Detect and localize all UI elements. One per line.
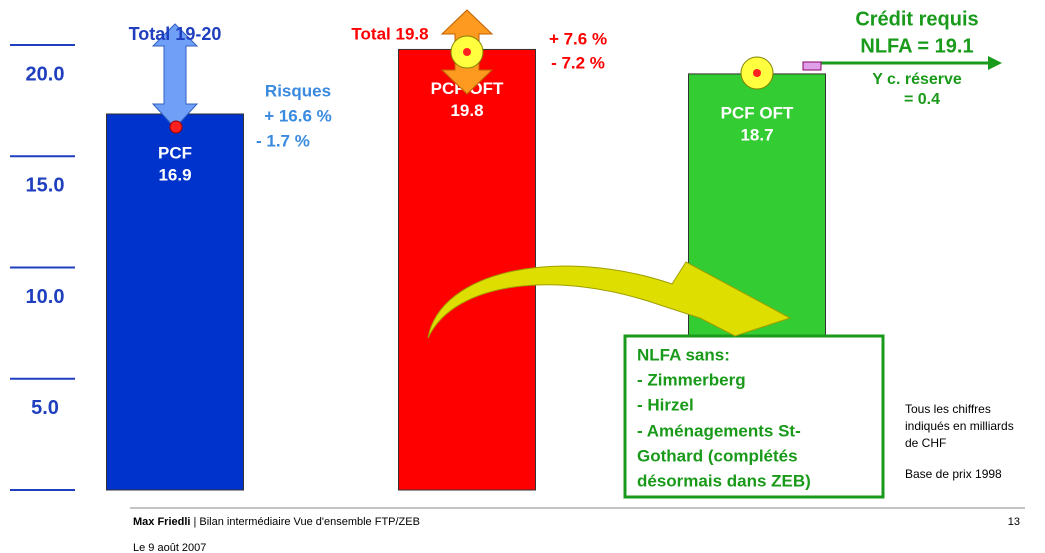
footer-date: Le 9 août 2007	[133, 542, 206, 553]
footer-text: Max Friedli | Bilan intermédiaire Vue d'e…	[133, 516, 420, 528]
curved-arrow	[427, 261, 792, 339]
annotation: Total 19.8	[351, 24, 428, 43]
red-dot	[753, 69, 761, 77]
footer-author: Max Friedli	[133, 516, 190, 528]
annotation: - Aménagements St-	[637, 421, 801, 440]
bar	[398, 48, 536, 491]
bar	[106, 113, 244, 491]
bar-value: 16.9	[158, 165, 191, 184]
note-box	[623, 334, 885, 499]
annotation: - Zimmerberg	[637, 370, 746, 389]
annotation: indiqués en milliards	[905, 419, 1014, 433]
blue-dot	[169, 120, 183, 134]
annotation: - 7.2 %	[551, 53, 605, 72]
annotation: Crédit requis	[855, 8, 978, 30]
annotation: Total 19-20	[129, 24, 222, 44]
annotation: désormais dans ZEB)	[637, 471, 811, 490]
annotation: Base de prix 1998	[905, 467, 1002, 481]
red-dot	[463, 48, 471, 56]
y-tick-label: 20.0	[26, 63, 65, 85]
annotation: de CHF	[905, 436, 946, 450]
bar-value: 19.8	[450, 101, 483, 120]
page-number: 13	[1008, 516, 1020, 528]
y-tick-label: 15.0	[26, 175, 65, 197]
bar-category: PCF	[158, 143, 192, 162]
small-marker	[802, 61, 822, 71]
annotation: - 1.7 %	[256, 131, 310, 150]
annotation: NLFA = 19.1	[860, 35, 973, 57]
annotation: = 0.4	[904, 91, 940, 108]
y-tick-label: 10.0	[26, 286, 65, 308]
annotation: Y c. réserve	[872, 71, 962, 88]
green-arrow-head	[988, 56, 1002, 70]
y-tick-label: 5.0	[31, 397, 59, 419]
annotation: - Hirzel	[637, 395, 694, 414]
annotation: Risques	[265, 81, 331, 100]
bar-category: PCF OFT	[721, 103, 794, 122]
bar-value: 18.7	[740, 125, 773, 144]
annotation: Gothard (complétés	[637, 446, 798, 465]
annotation: + 16.6 %	[264, 106, 332, 125]
annotation: NLFA sans:	[637, 345, 730, 364]
annotation: + 7.6 %	[549, 29, 607, 48]
annotation: Tous les chiffres	[905, 402, 991, 416]
footer-subtitle: | Bilan intermédiaire Vue d'ensemble FTP…	[193, 516, 419, 528]
